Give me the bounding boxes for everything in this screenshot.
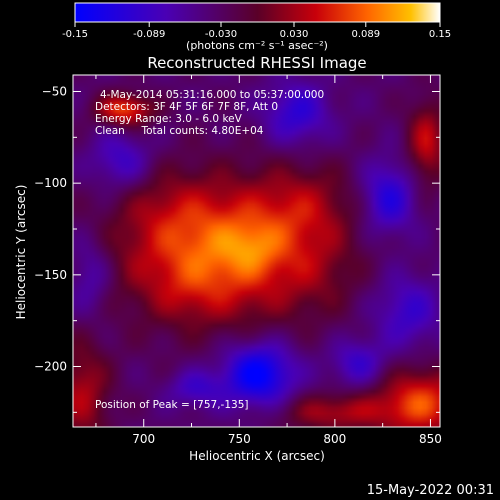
footer-timestamp: 15-May-2022 00:31 [367,483,494,498]
y-tick-label: −150 [34,268,67,282]
colorbar-tick-label: -0.089 [133,29,165,40]
annotation-energy-range: Energy Range: 3.0 - 6.0 keV [95,113,243,125]
colorbar-ticks: -0.15 -0.089 -0.030 0.030 0.089 0.15 [62,22,451,40]
x-axis-label: Heliocentric X (arcsec) [189,449,325,463]
colorbar-unit-label: (photons cm⁻² s⁻¹ asec⁻²) [186,39,328,52]
x-tick-label: 700 [132,432,155,446]
colorbar-tick-label: 0.089 [351,29,380,40]
heatmap-image [73,75,440,427]
y-tick-label: −200 [34,360,67,374]
annotation-clean-counts: Clean Total counts: 4.80E+04 [95,125,264,137]
annotation-time-range: 4-May-2014 05:31:16.000 to 05:37:00.000 [100,89,324,101]
plot-area: 700 750 800 850 −200 −150 −100 −50 [34,74,442,446]
x-tick-label: 750 [228,432,251,446]
chart-title: Reconstructed RHESSI Image [147,54,366,72]
colorbar-tick-label: 0.15 [429,29,451,40]
annotation-detectors: Detectors: 3F 4F 5F 6F 7F 8F, Att 0 [95,101,278,113]
plot-frame [72,74,441,428]
annotation-peak-position: Position of Peak = [757,-135] [95,399,249,411]
colorbar-gradient [74,2,441,23]
annotations: 4-May-2014 05:31:16.000 to 05:37:00.000 … [95,89,324,411]
colorbar-tick-label: 0.030 [280,29,309,40]
axis-ticks: 700 750 800 850 −200 −150 −100 −50 [34,75,442,446]
x-tick-label: 850 [419,432,442,446]
y-tick-label: −100 [34,176,67,190]
x-tick-label: 800 [323,432,346,446]
y-tick-label: −50 [42,85,67,99]
y-axis-label: Heliocentric Y (arcsec) [14,185,28,320]
colorbar: -0.15 -0.089 -0.030 0.030 0.089 0.15 (photons… [62,2,451,52]
colorbar-tick-label: -0.15 [62,29,88,40]
colorbar-tick-label: -0.030 [205,29,237,40]
